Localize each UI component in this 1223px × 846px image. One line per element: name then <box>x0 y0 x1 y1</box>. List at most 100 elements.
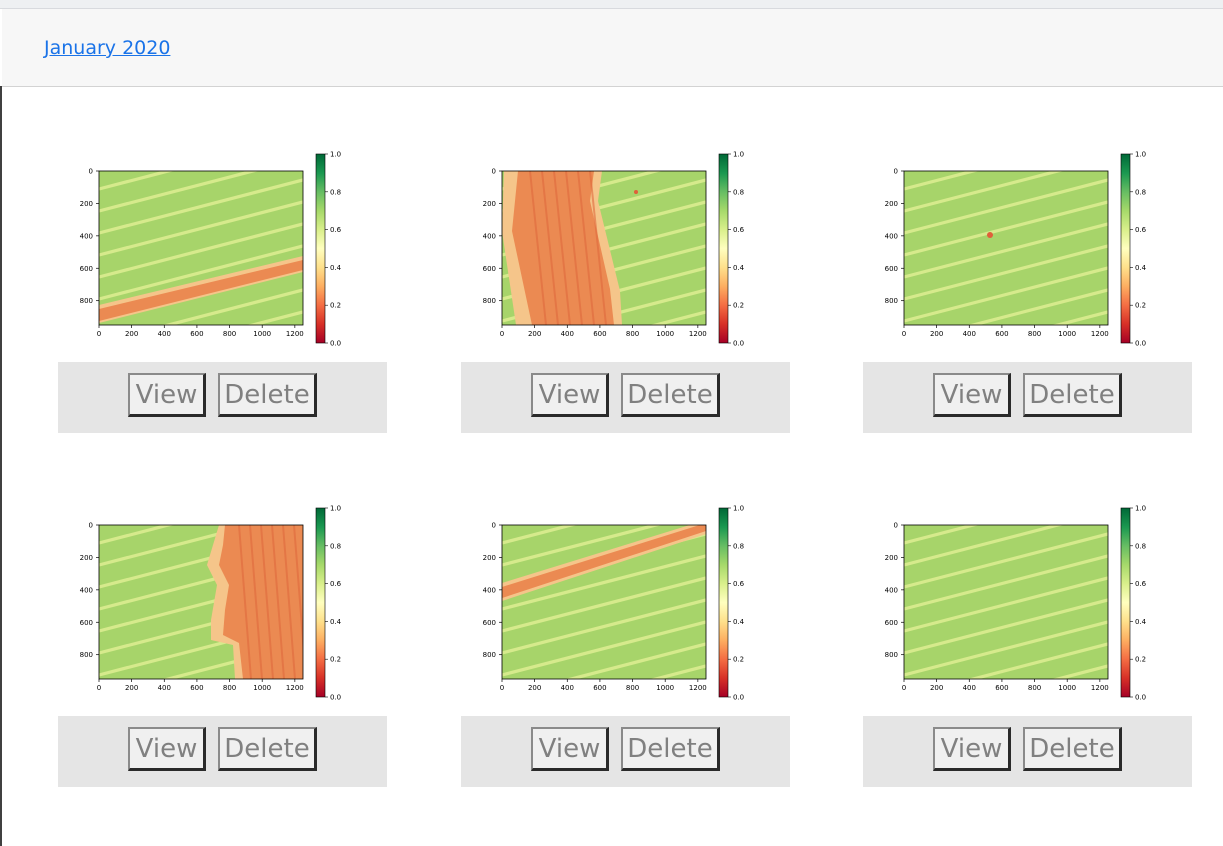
card-button-bar: View Delete <box>58 716 387 787</box>
x-tick-label: 600 <box>995 684 1008 692</box>
y-tick-label: 200 <box>885 554 898 562</box>
field-stripe <box>904 576 1108 633</box>
y-tick-label: 0 <box>894 168 898 176</box>
field-stripe <box>99 244 303 301</box>
field-stripe <box>502 525 663 567</box>
field-stripe <box>99 200 303 257</box>
x-tick-label: 1000 <box>253 330 271 338</box>
field-stripe <box>904 266 1108 323</box>
delete-button[interactable]: Delete <box>218 373 317 417</box>
field-stripe <box>502 525 578 545</box>
month-link[interactable]: January 2020 <box>44 37 171 59</box>
x-tick-label: 0 <box>97 330 101 338</box>
heatmap-plot: 0 200 400 600 800 1000 1200 0 200 400 600 800 1.0 0.8… <box>58 504 388 704</box>
colorbar-tick-label: 0.4 <box>733 618 745 626</box>
image-card: 0 200 400 600 800 1000 1200 0 200 400 600 800 1.0 0.8… <box>58 150 388 450</box>
y-tick-label: 800 <box>483 297 496 305</box>
band-texture <box>260 525 274 679</box>
y-tick-label: 0 <box>894 522 898 530</box>
field-stripe <box>502 576 706 633</box>
x-tick-label: 1200 <box>1091 684 1109 692</box>
image-card: 0 200 400 600 800 1000 1200 0 200 400 600 800 1.0 0.8… <box>863 504 1193 804</box>
field-stripe <box>904 598 1108 655</box>
delete-button[interactable]: Delete <box>621 373 720 417</box>
colorbar-tick-label: 0.0 <box>330 694 341 702</box>
x-tick-label: 1000 <box>1058 684 1076 692</box>
colorbar-tick-label: 0.6 <box>1135 226 1147 234</box>
colorbar-tick-label: 1.0 <box>330 505 341 513</box>
browser-top-strip <box>0 0 1223 9</box>
colorbar-tick-label: 0.6 <box>733 226 745 234</box>
view-button[interactable]: View <box>531 373 609 417</box>
field-stripe <box>904 525 980 545</box>
y-tick-label: 800 <box>483 651 496 659</box>
colorbar-tick-label: 0.0 <box>330 340 341 348</box>
band-texture <box>577 171 595 325</box>
field-stripe <box>99 171 175 191</box>
colorbar-tick-label: 1.0 <box>1135 505 1146 513</box>
y-tick-label: 800 <box>885 297 898 305</box>
colorbar-tick-label: 0.8 <box>330 188 341 196</box>
field-stripe <box>1051 664 1108 679</box>
field-stripe <box>502 598 706 655</box>
field-stripe <box>904 554 1108 611</box>
view-button[interactable]: View <box>531 727 609 771</box>
heatmap-plot: 0 200 400 600 800 1000 1200 0 200 400 600 800 1.0 0.8… <box>461 150 791 350</box>
colorbar-tick-label: 0.4 <box>330 264 342 272</box>
view-button[interactable]: View <box>933 373 1011 417</box>
x-tick-label: 400 <box>561 330 574 338</box>
heatmap-plot: 0 200 400 600 800 1000 1200 0 200 400 600 800 1.0 0.8… <box>863 150 1193 350</box>
x-tick-label: 400 <box>963 330 976 338</box>
delete-button[interactable]: Delete <box>1023 727 1122 771</box>
x-tick-label: 800 <box>626 684 639 692</box>
x-tick-label: 800 <box>1028 684 1041 692</box>
field-stripe <box>99 525 175 545</box>
field-stripe <box>904 244 1108 301</box>
colorbar-tick-label: 0.6 <box>330 226 342 234</box>
y-tick-label: 600 <box>483 265 496 273</box>
y-tick-label: 200 <box>80 200 93 208</box>
delete-button[interactable]: Delete <box>1023 373 1122 417</box>
y-tick-label: 400 <box>885 232 898 240</box>
colorbar-tick-label: 0.2 <box>733 302 744 310</box>
bare-band <box>99 260 303 321</box>
y-tick-label: 600 <box>80 619 93 627</box>
heatmap-svg: 0 200 400 600 800 1000 1200 0 200 400 600 800 1.0 0.8… <box>80 505 342 702</box>
x-tick-label: 1200 <box>689 330 707 338</box>
heatmap-svg: 0 200 400 600 800 1000 1200 0 200 400 600 800 1.0 0.8… <box>885 151 1147 348</box>
x-tick-label: 1000 <box>656 330 674 338</box>
band-texture <box>589 171 607 325</box>
colorbar-tick-label: 0.8 <box>733 542 744 550</box>
y-tick-label: 200 <box>483 200 496 208</box>
image-frame <box>98 170 304 326</box>
x-tick-label: 800 <box>626 330 639 338</box>
colorbar-tick-label: 0.6 <box>330 580 342 588</box>
colorbar-tick-label: 0.4 <box>733 264 745 272</box>
colorbar <box>718 507 729 698</box>
y-tick-label: 400 <box>483 232 496 240</box>
delete-button[interactable]: Delete <box>218 727 317 771</box>
card-button-bar: View Delete <box>58 362 387 433</box>
field-stripe <box>502 554 706 611</box>
view-button[interactable]: View <box>933 727 1011 771</box>
delete-button[interactable]: Delete <box>621 727 720 771</box>
view-button[interactable]: View <box>128 373 206 417</box>
view-button[interactable]: View <box>128 727 206 771</box>
y-tick-label: 0 <box>492 522 496 530</box>
y-tick-label: 600 <box>885 619 898 627</box>
band-texture <box>553 171 571 325</box>
image-frame <box>501 524 707 680</box>
colorbar <box>1120 153 1131 344</box>
field-stripe <box>966 288 1108 325</box>
bare-band <box>502 525 706 598</box>
x-tick-label: 200 <box>528 330 541 338</box>
y-tick-label: 0 <box>89 522 93 530</box>
x-tick-label: 1200 <box>286 330 304 338</box>
y-tick-label: 400 <box>80 586 93 594</box>
field-stripe <box>904 525 1065 567</box>
x-tick-label: 1200 <box>1091 330 1109 338</box>
field-stripe <box>246 310 303 325</box>
x-tick-label: 400 <box>963 684 976 692</box>
x-tick-label: 1200 <box>286 684 304 692</box>
y-tick-label: 600 <box>885 265 898 273</box>
